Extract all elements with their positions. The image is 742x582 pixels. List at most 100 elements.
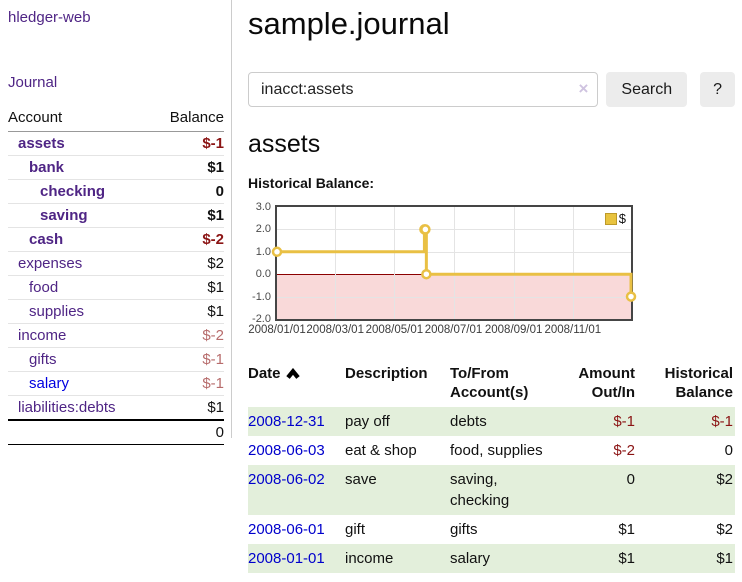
transaction-date-link[interactable]: 2008-01-01 xyxy=(248,550,325,567)
sidebar-account-link[interactable]: gifts xyxy=(29,351,57,368)
transaction-description: pay off xyxy=(345,407,450,436)
sidebar-account-link[interactable]: bank xyxy=(29,159,65,176)
gridline xyxy=(394,207,396,319)
accounts-header-balance: Balance xyxy=(151,107,224,132)
register-row: 2008-06-01 gift gifts $1 $2 xyxy=(248,515,735,544)
register-header-date[interactable]: Date xyxy=(248,361,345,407)
sidebar-account-link[interactable]: saving xyxy=(40,207,88,224)
transaction-accounts: gifts xyxy=(450,521,478,538)
account-row: saving $1 xyxy=(8,203,224,228)
register-header-balance: Historical Balance xyxy=(664,365,733,401)
transaction-amount: $1 xyxy=(553,544,643,573)
transaction-date-link[interactable]: 2008-12-31 xyxy=(248,413,325,430)
transaction-balance: $2 xyxy=(716,521,733,538)
account-row: food $1 xyxy=(8,275,224,300)
clear-search-icon[interactable]: × xyxy=(578,79,589,98)
account-row: liabilities:debts $1 xyxy=(8,395,224,421)
transaction-amount: 0 xyxy=(553,465,643,515)
y-axis-tick-label: 1.0 xyxy=(255,245,271,258)
gridline xyxy=(453,207,455,319)
account-row: salary $-1 xyxy=(8,371,224,396)
account-balance: $-1 xyxy=(151,371,224,396)
register-header-description: Description xyxy=(345,365,428,382)
accounts-header-account: Account xyxy=(8,107,152,132)
legend-label: $ xyxy=(618,211,626,226)
accounts-total-row: 0 xyxy=(8,419,224,445)
chart-legend: $ xyxy=(602,210,628,227)
account-row: cash $-2 xyxy=(8,227,224,252)
legend-swatch-icon xyxy=(604,212,617,225)
x-axis-tick-label: 2008/11/01 xyxy=(544,324,602,336)
account-row: bank $1 xyxy=(8,155,224,180)
app-title-link[interactable]: hledger-web xyxy=(8,9,91,26)
account-balance: $2 xyxy=(151,251,224,276)
account-row: expenses $2 xyxy=(8,251,224,276)
sidebar-account-link[interactable]: income xyxy=(18,327,67,344)
x-axis-tick-label: 2008/05/01 xyxy=(365,324,424,336)
x-axis-tick-label: 2008/03/01 xyxy=(306,324,364,336)
register-table: Date Description To/From Account(s) Amou… xyxy=(248,361,735,573)
transaction-date-link[interactable]: 2008-06-02 xyxy=(248,471,325,488)
historical-balance-chart: $ 3.0 2.0 1.0 0.0 -1.0 -2.0 2008/01/01 2008/03/… xyxy=(248,199,735,339)
account-balance: $1 xyxy=(151,155,224,180)
search-button[interactable]: Search xyxy=(606,72,688,107)
account-balance: $-2 xyxy=(151,323,224,348)
sidebar-account-link[interactable]: expenses xyxy=(18,255,83,272)
balance-line-series xyxy=(271,224,637,302)
register-header-amount: Amount Out/In xyxy=(578,365,635,401)
account-row: income $-2 xyxy=(8,323,224,348)
accounts-total-spacer xyxy=(8,419,152,445)
transaction-date-link[interactable]: 2008-06-01 xyxy=(248,521,325,538)
register-header-accounts: To/From Account(s) xyxy=(450,365,529,401)
account-balance: $-1 xyxy=(151,131,224,156)
y-axis-tick-label: 0.0 xyxy=(255,268,271,281)
account-balance: $-2 xyxy=(151,227,224,252)
account-balance: $1 xyxy=(151,203,224,228)
sidebar-account-link[interactable]: liabilities:debts xyxy=(18,399,116,416)
transaction-balance: 0 xyxy=(724,442,733,459)
sidebar: hledger-web Journal Account Balance asse… xyxy=(0,0,232,445)
y-axis-tick-label: 2.0 xyxy=(255,223,271,236)
sidebar-account-link[interactable]: supplies xyxy=(29,303,85,320)
chart-title: Historical Balance: xyxy=(248,175,375,191)
sidebar-account-link[interactable]: cash xyxy=(29,231,64,248)
account-balance: $-1 xyxy=(151,347,224,372)
help-button[interactable]: ? xyxy=(700,72,735,107)
sidebar-account-link[interactable]: assets xyxy=(18,135,65,152)
search-input[interactable] xyxy=(248,72,599,107)
sidebar-account-link[interactable]: salary xyxy=(29,375,70,392)
transaction-accounts: debts xyxy=(450,407,553,436)
transaction-description: gift xyxy=(345,521,366,538)
transaction-accounts: salary xyxy=(450,544,553,573)
transaction-date-link[interactable]: 2008-06-03 xyxy=(248,442,325,459)
register-row: 2008-01-01 income salary $1 $1 xyxy=(248,544,735,573)
transaction-amount: $-1 xyxy=(553,407,643,436)
transaction-amount: $1 xyxy=(618,521,635,538)
gridline xyxy=(335,207,337,319)
y-axis-tick-label: -1.0 xyxy=(252,290,271,303)
transaction-accounts: food, supplies xyxy=(450,442,543,459)
sidebar-account-link[interactable]: checking xyxy=(40,183,106,200)
transaction-amount: $-2 xyxy=(613,442,635,459)
accounts-table: Account Balance assets $-1 bank $1 checking 0… xyxy=(8,107,224,445)
transaction-description: eat & shop xyxy=(345,442,417,459)
y-axis-tick-label: -2.0 xyxy=(252,313,271,325)
page-title: sample.journal xyxy=(248,6,450,41)
x-axis-tick-label: 2008/09/01 xyxy=(484,324,543,336)
transaction-accounts: saving, checking xyxy=(450,465,553,515)
account-heading: assets xyxy=(248,130,321,158)
gridline xyxy=(572,207,574,319)
transaction-description: save xyxy=(345,465,450,515)
accounts-total-value: 0 xyxy=(151,419,224,445)
register-row: 2008-12-31 pay off debts $-1 $-1 xyxy=(248,407,735,436)
sidebar-account-link[interactable]: food xyxy=(29,279,59,296)
y-axis-tick-label: 3.0 xyxy=(255,201,271,213)
x-axis-tick-label: 2008/07/01 xyxy=(424,324,483,336)
account-balance: $1 xyxy=(151,395,224,421)
sidebar-item-journal[interactable]: Journal xyxy=(8,74,58,91)
transaction-description: income xyxy=(345,544,450,573)
transaction-balance: $2 xyxy=(643,465,735,515)
account-balance: $1 xyxy=(151,299,224,324)
sort-asc-icon xyxy=(285,367,300,379)
register-row: 2008-06-03 eat & shop food, supplies $-2 0 xyxy=(248,436,735,465)
